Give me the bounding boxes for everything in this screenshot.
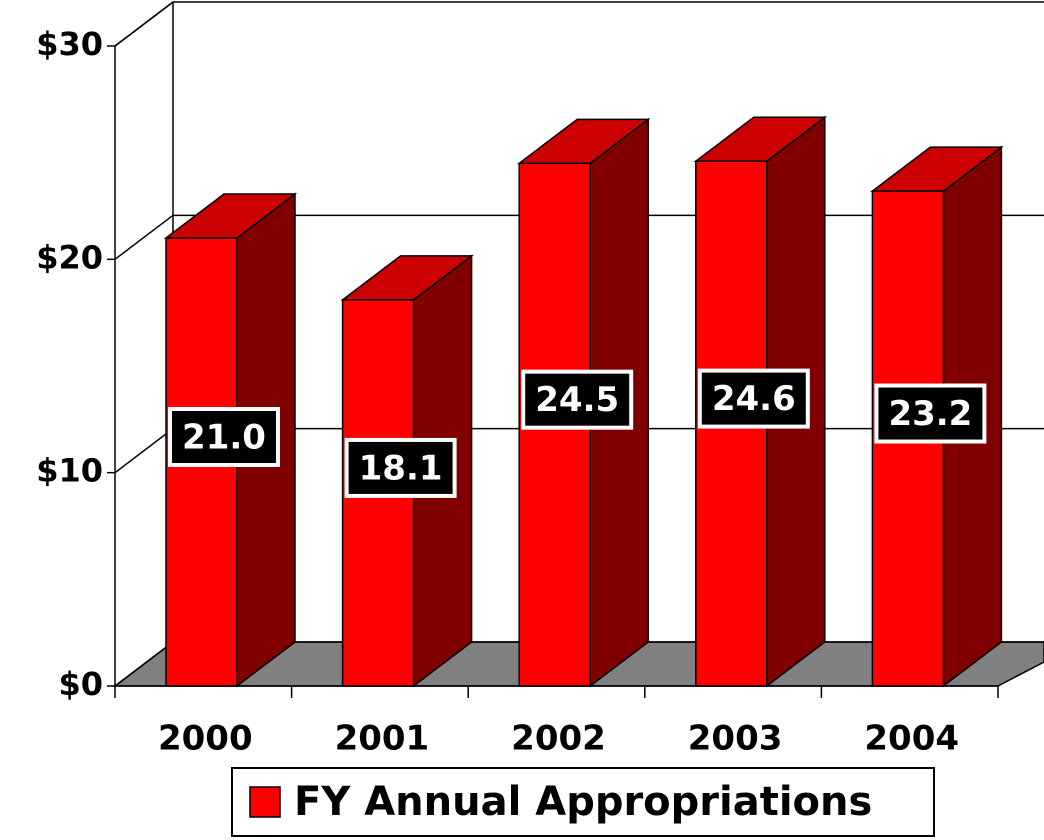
y-tick-label: $20 (36, 238, 103, 276)
value-label: 24.5 (535, 380, 619, 420)
value-label-box (521, 369, 634, 430)
grid-line (114, 1, 1044, 47)
y-tick-label: $30 (36, 25, 103, 63)
legend-box (231, 767, 935, 837)
x-tick-label: 2004 (864, 719, 959, 759)
y-tick-label: $0 (58, 665, 103, 703)
value-label-box (168, 407, 280, 467)
value-label: 21.0 (182, 418, 266, 458)
value-label: 18.1 (359, 448, 443, 488)
x-tick-label: 2000 (158, 719, 253, 759)
value-label-box (874, 383, 987, 444)
legend-label: FY Annual Appropriations (294, 779, 872, 825)
value-label-box (697, 368, 810, 429)
value-label: 23.2 (888, 394, 972, 434)
y-tick-label: $10 (36, 452, 103, 490)
legend-swatch (249, 786, 281, 818)
x-tick-label: 2001 (335, 719, 430, 759)
x-tick-label: 2002 (511, 719, 606, 759)
value-label-box (344, 437, 457, 498)
value-label: 24.6 (712, 379, 796, 419)
x-tick-label: 2003 (688, 719, 783, 759)
